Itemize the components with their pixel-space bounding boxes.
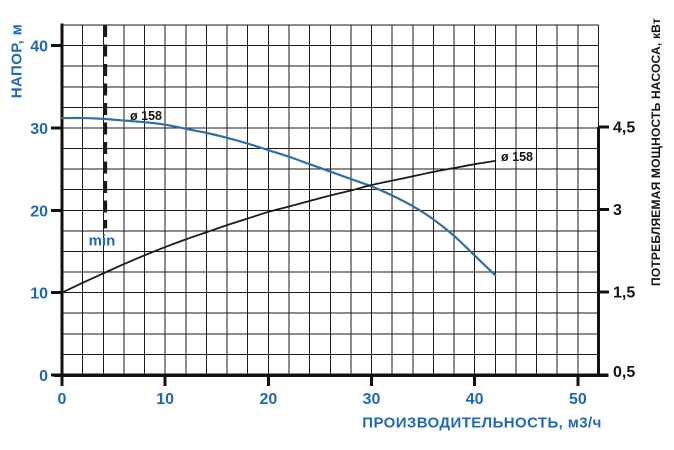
grid [61,24,599,376]
power-curve [61,159,497,294]
x-axis-tick-label: 20 [259,391,277,408]
axes [51,23,609,386]
left-axis-tick-label: 10 [30,286,48,303]
head-curve-label: ø 158 [130,109,162,123]
x-axis-title: ПРОИЗВОДИТЕЛЬНОСТЬ, м3/ч [362,414,602,432]
x-axis-tick-label: 10 [156,391,174,408]
right-axis-tick-label: 4,5 [613,120,635,137]
right-axis-tick-label: 3 [613,202,622,219]
right-axis-tick-label: 0,5 [613,364,635,381]
x-axis-tick-label: 0 [58,391,67,408]
left-axis-tick-label: 30 [30,121,48,138]
x-axis-tick-label: 50 [569,391,587,408]
left-axis-title: НАПОР, м [8,23,26,99]
left-axis-tick-label: 20 [30,203,48,220]
x-axis-tick-label: 40 [466,391,484,408]
left-axis-tick-label: 0 [39,368,48,385]
min-flow-label: min [88,232,116,250]
power-curve-label: ø 158 [501,150,533,164]
x-axis-tick-label: 30 [363,391,381,408]
right-axis-title: ПОТРЕБЛЯЕМАЯ МОЩНОСТЬ НАСОСА, кВт [649,18,663,286]
right-axis-tick-label: 1,5 [613,284,635,301]
head-curve [60,116,497,277]
left-axis-tick-label: 40 [30,39,48,56]
